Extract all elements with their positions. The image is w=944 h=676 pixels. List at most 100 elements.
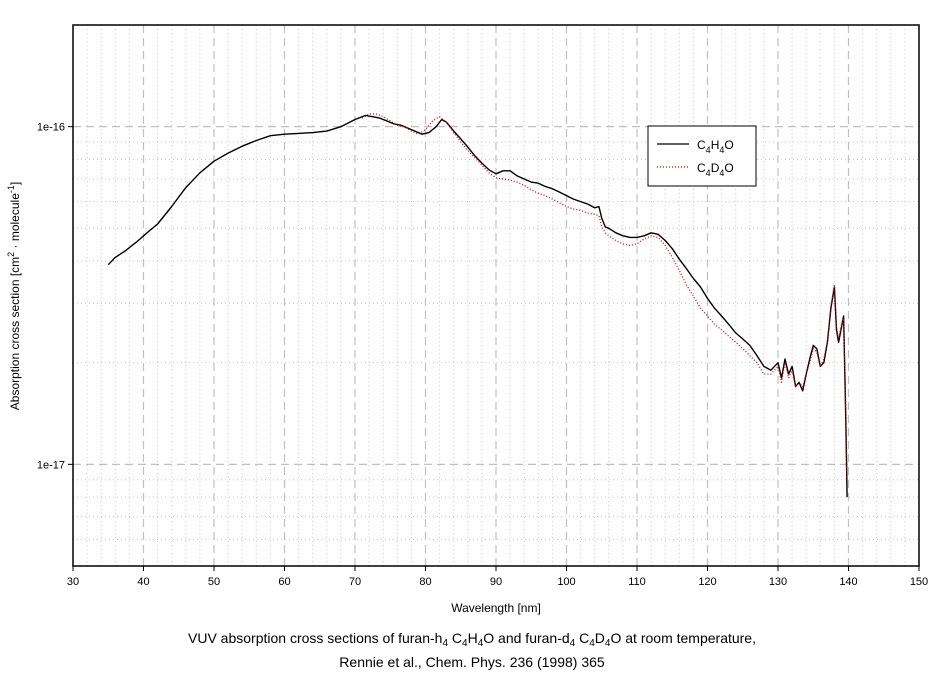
data-point-c4d4o: [453, 132, 454, 133]
data-point-c4h4o: [813, 345, 814, 346]
data-point-c4h4o: [393, 123, 394, 124]
data-point-c4h4o: [185, 187, 186, 188]
data-point-c4h4o: [622, 235, 623, 236]
data-point-c4d4o: [781, 382, 782, 383]
data-point-c4d4o: [531, 189, 532, 190]
data-point-c4h4o: [792, 366, 793, 367]
plot-background: [73, 25, 919, 566]
data-point-c4h4o: [756, 355, 757, 356]
legend: C4H4O C4D4O: [647, 125, 757, 187]
data-point-c4d4o: [411, 131, 412, 132]
data-point-c4h4o: [460, 138, 461, 139]
x-tick-label: 70: [349, 576, 361, 588]
data-point-c4d4o: [665, 245, 666, 246]
y-axis-title-sup1: 2: [6, 252, 16, 257]
data-point-c4h4o: [843, 315, 844, 316]
data-point-c4d4o: [566, 206, 567, 207]
data-point-c4d4o: [834, 284, 835, 285]
data-point-c4h4o: [721, 315, 722, 316]
data-point-c4h4o: [559, 192, 560, 193]
data-point-c4d4o: [383, 116, 384, 117]
data-point-c4d4o: [587, 212, 588, 213]
data-point-c4h4o: [531, 182, 532, 183]
y-tick-label: 1e-16: [37, 122, 65, 134]
data-point-c4d4o: [495, 177, 496, 178]
data-point-c4d4o: [777, 366, 778, 367]
data-point-c4h4o: [372, 116, 373, 117]
data-point-c4h4o: [728, 324, 729, 325]
data-point-c4h4o: [823, 362, 824, 363]
data-point-c4h4o: [735, 332, 736, 333]
data-point-c4d4o: [580, 210, 581, 211]
data-point-c4h4o: [830, 308, 831, 309]
data-point-c4h4o: [846, 496, 847, 497]
data-point-c4h4o: [228, 153, 229, 154]
data-point-c4d4o: [784, 362, 785, 363]
data-point-c4d4o: [636, 243, 637, 244]
data-point-c4h4o: [580, 201, 581, 202]
data-point-c4h4o: [284, 134, 285, 135]
data-point-c4h4o: [488, 169, 489, 170]
data-point-c4d4o: [651, 235, 652, 236]
x-tick-label: 60: [278, 576, 290, 588]
data-point-c4d4o: [573, 208, 574, 209]
data-point-c4h4o: [354, 119, 355, 120]
data-point-c4h4o: [474, 155, 475, 156]
data-point-c4h4o: [421, 134, 422, 135]
data-point-c4d4o: [686, 284, 687, 285]
series-layer: [107, 113, 848, 498]
data-point-c4h4o: [587, 203, 588, 204]
data-point-c4d4o: [545, 195, 546, 196]
data-point-c4h4o: [108, 264, 109, 265]
data-point-c4d4o: [693, 295, 694, 296]
data-point-c4h4o: [386, 120, 387, 121]
data-point-c4d4o: [806, 374, 807, 375]
y-axis: 1e-16 1e-17: [37, 122, 73, 471]
data-point-c4h4o: [742, 338, 743, 339]
data-point-c4h4o: [171, 206, 172, 207]
data-point-c4h4o: [435, 126, 436, 127]
data-point-c4h4o: [658, 234, 659, 235]
data-point-c4d4o: [846, 479, 847, 480]
grid-major: [73, 25, 919, 566]
data-point-c4d4o: [361, 118, 362, 119]
data-point-c4d4o: [517, 182, 518, 183]
data-point-c4h4o: [326, 131, 327, 132]
data-point-c4h4o: [845, 414, 846, 415]
data-point-c4h4o: [629, 237, 630, 238]
data-point-c4d4o: [502, 178, 503, 179]
data-point-c4d4o: [799, 382, 800, 383]
data-point-c4d4o: [721, 329, 722, 330]
caption-line-2: Rennie et al., Chem. Phys. 236 (1998) 36…: [339, 654, 605, 670]
data-point-c4h4o: [841, 326, 842, 327]
x-tick-label: 130: [769, 576, 787, 588]
data-point-c4h4o: [538, 183, 539, 184]
data-point-c4d4o: [418, 134, 419, 135]
data-point-c4h4o: [636, 237, 637, 238]
data-point-c4h4o: [146, 232, 147, 233]
data-point-c4h4o: [502, 170, 503, 171]
data-point-c4d4o: [404, 126, 405, 127]
x-tick-label: 30: [67, 576, 79, 588]
data-point-c4d4o: [838, 338, 839, 339]
y-axis-title: Absorption cross section [cm2 · molecule…: [6, 182, 22, 410]
data-point-c4d4o: [756, 362, 757, 363]
data-point-c4d4o: [679, 270, 680, 271]
data-point-c4h4o: [615, 232, 616, 233]
data-point-c4d4o: [425, 129, 426, 130]
x-tick-label: 110: [628, 576, 646, 588]
data-point-c4d4o: [622, 243, 623, 244]
data-point-c4d4o: [474, 157, 475, 158]
data-point-c4d4o: [601, 226, 602, 227]
data-point-c4h4o: [379, 118, 380, 119]
data-point-c4d4o: [763, 374, 764, 375]
data-point-c4d4o: [369, 113, 370, 114]
data-point-c4h4o: [598, 206, 599, 207]
data-point-c4h4o: [672, 248, 673, 249]
data-point-c4h4o: [693, 278, 694, 279]
data-point-c4d4o: [795, 386, 796, 387]
data-point-c4h4o: [608, 228, 609, 229]
series-line-c4d4o: [361, 113, 848, 480]
data-point-c4h4o: [594, 207, 595, 208]
data-point-c4d4o: [605, 232, 606, 233]
